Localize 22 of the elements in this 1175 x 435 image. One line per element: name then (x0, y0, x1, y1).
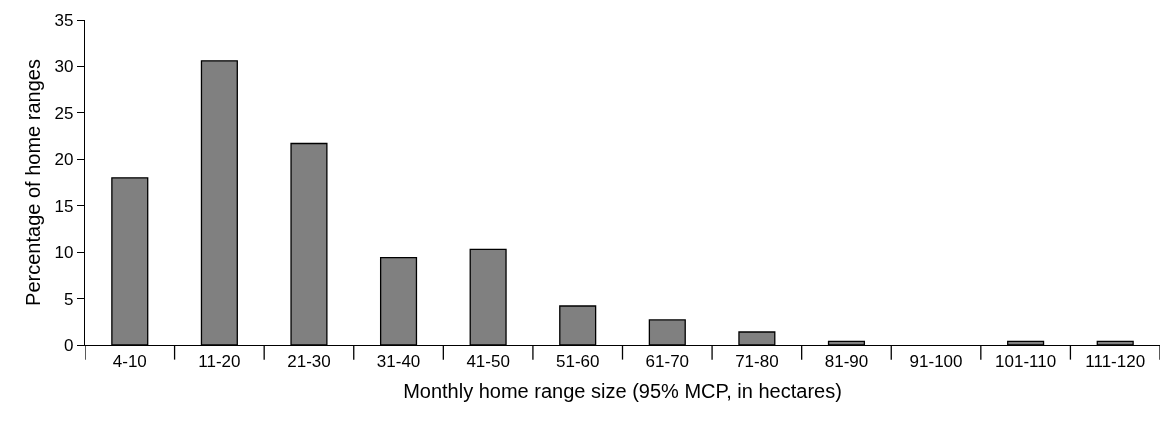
y-axis-title: Percentage of home ranges (22, 59, 45, 306)
x-tick-label: 91-100 (909, 351, 963, 371)
y-tick-label: 20 (54, 150, 74, 170)
y-tick-label: 5 (63, 289, 74, 309)
y-tick-label: 25 (54, 103, 74, 123)
x-axis-title: Monthly home range size (95% MCP, in hectares) (403, 380, 842, 403)
x-tick-label: 101-110 (995, 351, 1057, 371)
y-tick-label: 30 (54, 57, 74, 77)
x-tick-label: 41-50 (466, 351, 510, 371)
y-tick-label: 15 (54, 196, 74, 216)
y-tick-label: 10 (54, 243, 74, 263)
x-tick-label: 111-120 (1085, 351, 1146, 371)
x-tick-label: 61-70 (645, 351, 690, 371)
y-tick-label: 35 (54, 10, 74, 30)
x-tick-label: 51-60 (555, 351, 600, 371)
x-tick-label: 11-20 (198, 351, 241, 371)
x-tick-label: 81-90 (824, 351, 869, 371)
x-tick-label: 4-10 (112, 351, 147, 371)
y-tick-label: 0 (63, 335, 74, 355)
x-tick-label: 71-80 (735, 351, 779, 371)
x-tick-label: 31-40 (376, 351, 421, 371)
x-tick-label: 21-30 (287, 351, 331, 371)
